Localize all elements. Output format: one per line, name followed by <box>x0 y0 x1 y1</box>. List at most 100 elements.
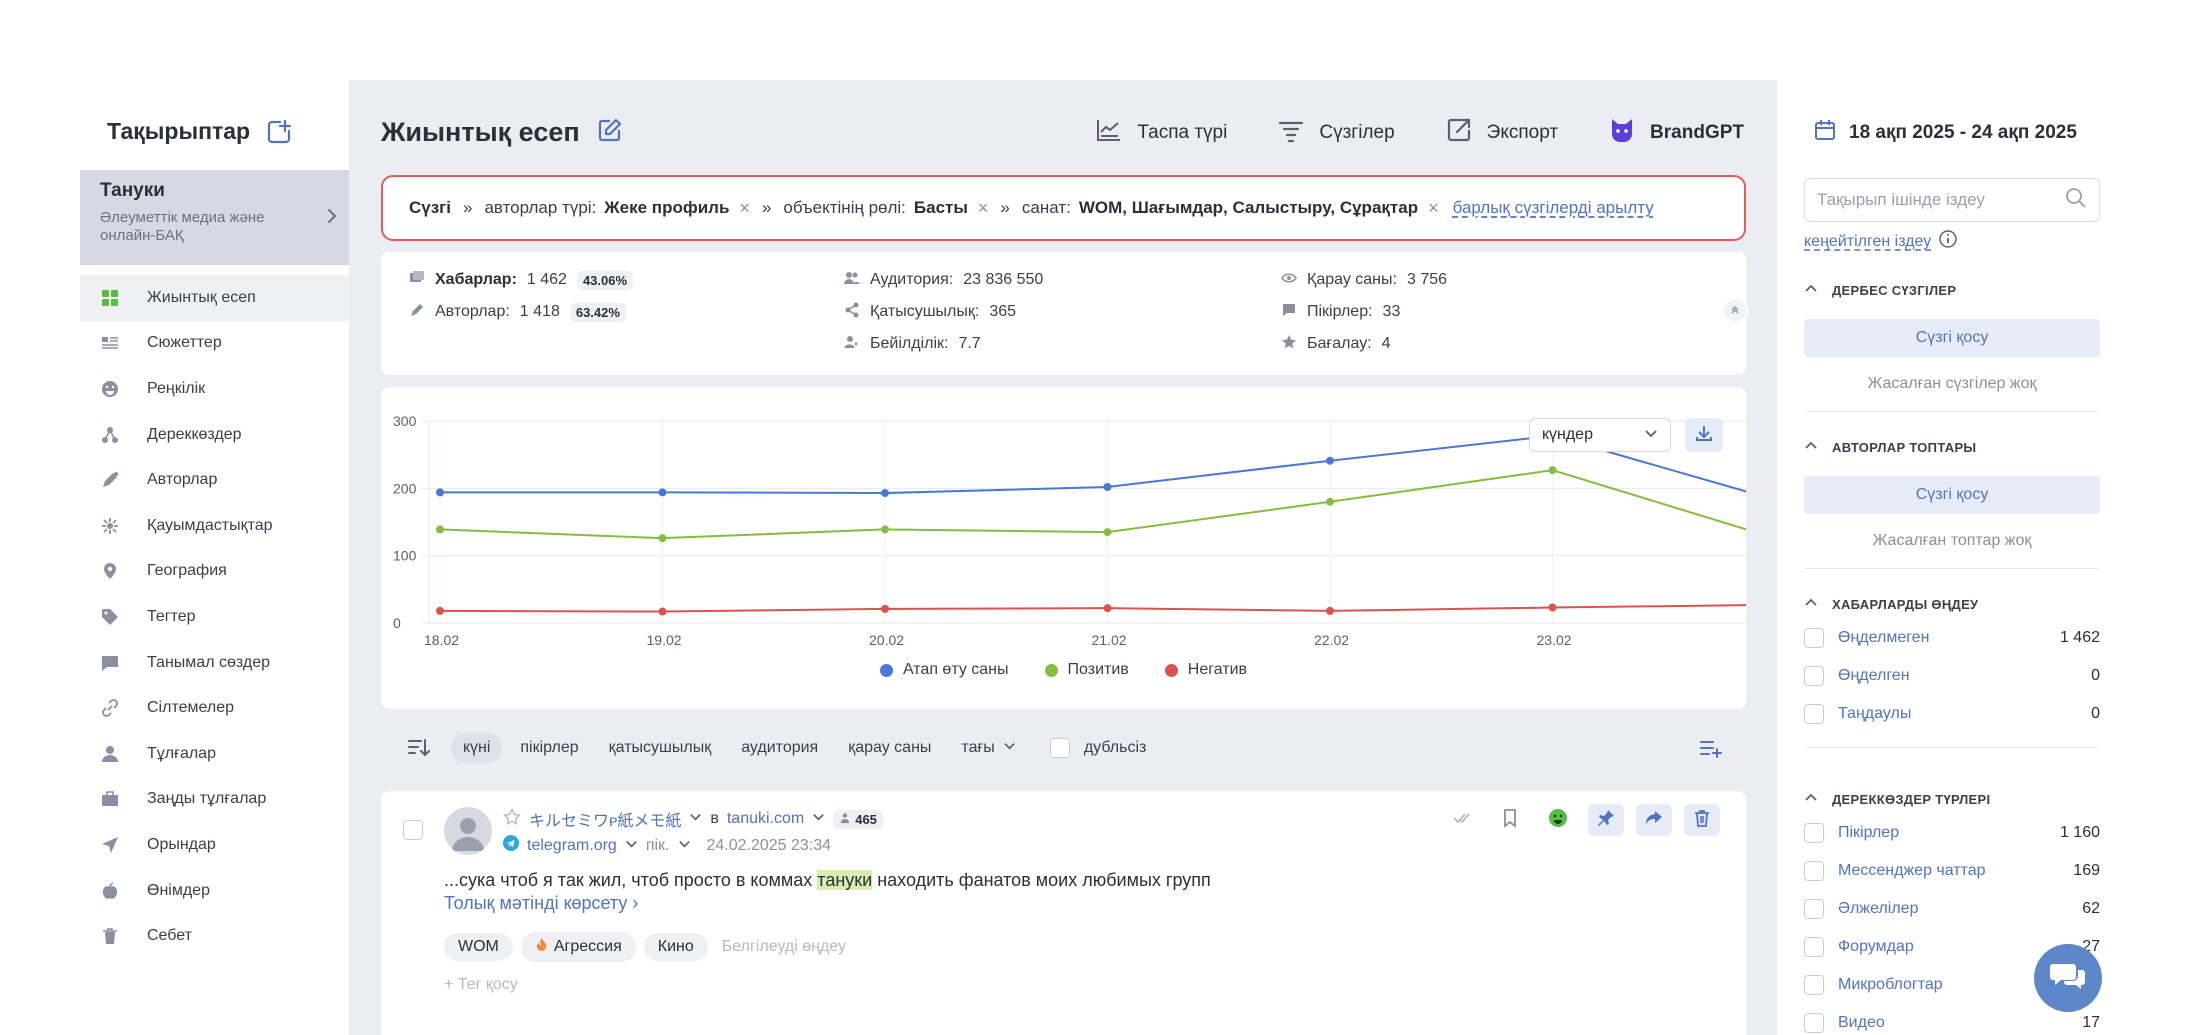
chevron-down-icon[interactable] <box>689 810 702 828</box>
sentiment-button[interactable] <box>1540 804 1576 836</box>
chevron-down-icon[interactable] <box>812 810 825 828</box>
feed-type-button[interactable]: Таспа түрі <box>1095 116 1227 150</box>
show-full-text-link[interactable]: Толық мәтінді көрсету › <box>444 893 639 913</box>
sidebar-item-pen[interactable]: Авторлар <box>80 457 349 503</box>
filter-checkbox[interactable] <box>1804 666 1824 686</box>
delete-button[interactable] <box>1684 804 1720 836</box>
edit-icon[interactable] <box>596 116 624 149</box>
remove-filter-icon[interactable]: × <box>1428 197 1439 218</box>
date-range-picker[interactable]: 18 ақп 2025 - 24 ақп 2025 <box>1813 118 2077 148</box>
section-header[interactable]: ДЕРБЕС СҮЗГІЛЕР <box>1804 282 2100 299</box>
filter-row[interactable]: Әлжелілер 62 <box>1804 890 2100 928</box>
platform-link[interactable]: telegram.org <box>527 836 617 854</box>
tag-label: Агрессия <box>553 938 622 955</box>
chevron-down-icon[interactable] <box>625 837 638 855</box>
sidebar-item-person[interactable]: Тұлғалар <box>80 731 349 777</box>
stat-audience-value: 23 836 550 <box>963 271 1044 288</box>
period-select[interactable]: күндер <box>1529 418 1671 452</box>
filters-button[interactable]: Сүзгілер <box>1277 116 1395 150</box>
tag-chip[interactable]: Кино <box>643 933 708 961</box>
tag-chip[interactable]: Агрессия <box>520 932 636 962</box>
sidebar-item-sources[interactable]: Дереккөздер <box>80 412 349 458</box>
support-chat-button[interactable] <box>2034 944 2102 1012</box>
add-topic-icon[interactable] <box>266 119 292 145</box>
legend-item[interactable]: Негатив <box>1164 661 1247 679</box>
sidebar-item-navigation[interactable]: Орындар <box>80 822 349 868</box>
sort-option-comments[interactable]: пікірлер <box>520 739 579 756</box>
download-icon <box>1694 423 1714 448</box>
brandgpt-button[interactable]: BrandGPT <box>1608 116 1744 150</box>
favorite-star-icon[interactable] <box>502 807 522 831</box>
legend-item[interactable]: Атап өту саны <box>879 661 1009 679</box>
topic-selector[interactable]: Тануки Әлеуметтік медиа және онлайн-БАҚ <box>80 170 349 265</box>
pin-button[interactable] <box>1588 804 1624 836</box>
chevron-down-icon[interactable] <box>678 837 691 855</box>
advanced-search-link[interactable]: кеңейтілген іздеу <box>1804 230 1957 253</box>
sidebar-item-apple[interactable]: Өнімдер <box>80 868 349 914</box>
sidebar-item-trash[interactable]: Себет <box>80 913 349 959</box>
sidebar-item-chat[interactable]: Танымал сөздер <box>80 640 349 686</box>
sidebar-item-grid[interactable]: Жиынтық есеп <box>80 275 349 321</box>
briefcase-icon <box>100 789 120 809</box>
filter-row[interactable]: Микроблогтар <box>1804 966 2100 1004</box>
filter-row[interactable]: Мессенджер чаттар 169 <box>1804 852 2100 890</box>
add-group-filter-button[interactable]: Сүзгі қосу <box>1804 476 2100 514</box>
tag-chip[interactable]: WOM <box>444 933 513 961</box>
sidebar-item-pin[interactable]: География <box>80 549 349 595</box>
download-chart-button[interactable] <box>1685 418 1723 452</box>
sort-option-views[interactable]: қарау саны <box>848 739 932 756</box>
sort-option-engagement[interactable]: қатысушылық <box>608 739 712 756</box>
no-duplicates-checkbox[interactable] <box>1049 738 1070 758</box>
legend-item[interactable]: Позитив <box>1044 661 1129 679</box>
collapse-stats-button[interactable] <box>1722 298 1748 324</box>
sidebar-item-smile[interactable]: Реңкілік <box>80 366 349 412</box>
section-header[interactable]: ХАБАРЛАРДЫ ӨҢДЕУ <box>1804 596 2100 613</box>
mark-read-button[interactable] <box>1444 804 1480 836</box>
sidebar-nav: Жиынтық есеп Сюжеттер Реңкілік Дереккөздер А… <box>80 275 349 959</box>
filter-row[interactable]: Өңделген 0 <box>1804 657 2100 695</box>
filter-checkbox[interactable] <box>1804 628 1824 648</box>
clear-all-filters-link[interactable]: барлық сүзгілерді арылту <box>1452 198 1654 217</box>
stats-panel: Хабарлар: 1 462 43.06% Авторлар: 1 418 6… <box>381 252 1748 375</box>
filter-label: Әлжелілер <box>1838 900 1919 917</box>
mark-processed-link[interactable]: Белгілеуді өңдеу <box>721 938 847 955</box>
add-to-list-icon[interactable] <box>1698 736 1722 760</box>
export-button[interactable]: Экспорт <box>1445 116 1558 150</box>
source-link[interactable]: tanuki.com <box>726 810 805 827</box>
filter-checkbox[interactable] <box>1804 704 1824 724</box>
filter-row[interactable]: Өңделмеген 1 462 <box>1804 619 2100 657</box>
sort-more-dropdown[interactable]: тағы <box>949 733 1027 763</box>
filter-row[interactable]: Таңдаулы 0 <box>1804 695 2100 733</box>
sidebar-item-link[interactable]: Сілтемелер <box>80 685 349 731</box>
filter-checkbox[interactable] <box>1804 861 1824 881</box>
filter-row[interactable]: Видео 17 <box>1804 1004 2100 1035</box>
filter-checkbox[interactable] <box>1804 899 1824 919</box>
feed-type-icon <box>1095 116 1123 150</box>
topic-search-input[interactable]: Тақырып ішінде іздеу <box>1804 178 2100 222</box>
sort-option-date[interactable]: күні <box>451 733 503 763</box>
toolbar: Таспа түрі Сүзгілер Экспорт BrandGPT <box>1095 116 1744 150</box>
filter-checkbox[interactable] <box>1804 1013 1824 1033</box>
sort-icon[interactable] <box>405 735 431 761</box>
remove-filter-icon[interactable]: × <box>977 197 989 218</box>
filter-row[interactable]: Пікірлер 1 160 <box>1804 814 2100 852</box>
sidebar-item-community[interactable]: Қауымдастықтар <box>80 503 349 549</box>
message-select-checkbox[interactable] <box>403 820 423 840</box>
add-filter-button[interactable]: Сүзгі қосу <box>1804 319 2100 357</box>
remove-filter-icon[interactable]: × <box>739 197 750 218</box>
author-link[interactable]: キルセミワᴘ紙メモ紙 <box>529 813 682 830</box>
section-header[interactable]: ДЕРЕККӨЗДЕР ТҮРЛЕРІ <box>1804 791 2100 808</box>
sidebar-item-briefcase[interactable]: Заңды тұлғалар <box>80 777 349 823</box>
bookmark-button[interactable] <box>1492 804 1528 836</box>
filter-checkbox[interactable] <box>1804 937 1824 957</box>
share-button[interactable] <box>1636 804 1672 836</box>
data-point <box>436 606 444 615</box>
sidebar-item-tag[interactable]: Тегтер <box>80 594 349 640</box>
sidebar-item-list[interactable]: Сюжеттер <box>80 321 349 367</box>
add-tag-link[interactable]: + Тег қосу <box>444 976 518 993</box>
filter-checkbox[interactable] <box>1804 823 1824 843</box>
sort-option-audience[interactable]: аудитория <box>741 739 819 756</box>
stat-views-value: 3 756 <box>1406 271 1448 288</box>
section-header[interactable]: АВТОРЛАР ТОПТАРЫ <box>1804 439 2100 456</box>
filter-checkbox[interactable] <box>1804 975 1824 995</box>
